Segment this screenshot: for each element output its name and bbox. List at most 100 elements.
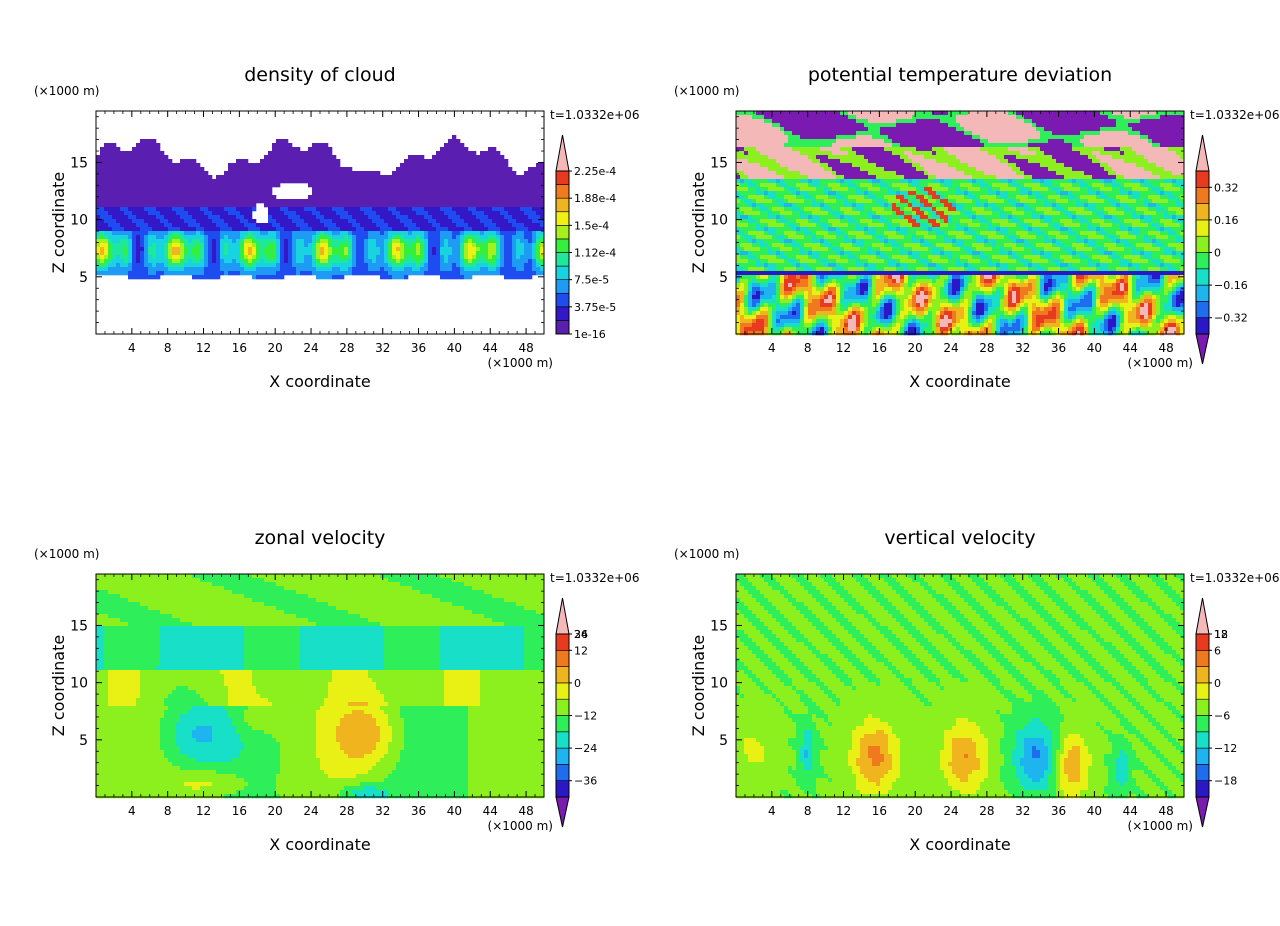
field-cell [308, 227, 313, 232]
field-cell [196, 259, 201, 264]
field-cell [860, 139, 865, 144]
field-cell [280, 143, 285, 148]
field-cell [476, 171, 481, 176]
field-cell [536, 203, 541, 208]
field-cell [496, 211, 501, 216]
field-cell [420, 259, 425, 264]
field-cell [268, 275, 273, 280]
field-cell [172, 231, 177, 236]
field-cell [240, 199, 245, 204]
field-cell [796, 127, 801, 132]
field-cell [988, 119, 993, 124]
field-cell [100, 223, 105, 228]
field-cell [132, 243, 137, 248]
field-cell [332, 259, 337, 264]
field-cell [904, 119, 909, 124]
field-cell [848, 115, 853, 120]
field-cell [308, 247, 313, 252]
field-cell [504, 191, 509, 196]
field-cell [172, 191, 177, 196]
field-cell [264, 199, 269, 204]
field-cell [856, 135, 861, 140]
field-cell [476, 247, 481, 252]
field-cell [308, 235, 313, 240]
field-cell [1148, 123, 1153, 128]
field-cell [480, 267, 485, 272]
field-cell [752, 159, 757, 164]
field-cell [960, 139, 965, 144]
field-cell [460, 263, 465, 268]
field-cell [1132, 135, 1137, 140]
field-cell [184, 203, 189, 208]
field-cell [100, 215, 105, 220]
field-cell [288, 159, 293, 164]
field-cell [364, 207, 369, 212]
field-cell [216, 275, 221, 280]
field-cell [480, 187, 485, 192]
field-cell [184, 195, 189, 200]
field-cell [952, 147, 957, 152]
field-cell [144, 175, 149, 180]
field-cell [504, 183, 509, 188]
field-cell [772, 143, 777, 148]
field-cell [1144, 135, 1149, 140]
field-cell [304, 263, 309, 268]
field-cell [424, 255, 429, 260]
field-cell [296, 179, 301, 184]
field-cell [520, 227, 525, 232]
field-cell [336, 259, 341, 264]
field-cell [496, 179, 501, 184]
field-cell [736, 143, 741, 148]
field-cell [460, 183, 465, 188]
field-cell [808, 135, 813, 140]
field-cell [400, 187, 405, 192]
field-cell [280, 151, 285, 156]
field-cell [256, 235, 261, 240]
field-cell [376, 179, 381, 184]
field-cell [1096, 147, 1101, 152]
field-cell [260, 263, 265, 268]
field-cell [336, 227, 341, 232]
field-cell [784, 119, 789, 124]
field-cell [1076, 115, 1081, 120]
field-cell [1000, 155, 1005, 160]
field-cell [968, 127, 973, 132]
field-cell [916, 155, 921, 160]
field-cell [100, 271, 105, 276]
field-cell [384, 267, 389, 272]
field-cell [136, 191, 141, 196]
field-cell [288, 215, 293, 220]
field-cell [240, 255, 245, 260]
field-cell [256, 255, 261, 260]
field-cell [380, 223, 385, 228]
field-cell [916, 115, 921, 120]
field-cell [232, 167, 237, 172]
field-cell [920, 147, 925, 152]
field-cell [824, 163, 829, 168]
field-cell [952, 123, 957, 128]
field-cell [532, 223, 537, 228]
field-cell [1012, 147, 1017, 152]
field-cell [1156, 155, 1161, 160]
field-cell [828, 131, 833, 136]
field-cell [128, 175, 133, 180]
field-cell [256, 191, 261, 196]
field-cell [336, 275, 341, 280]
field-cell [1048, 151, 1053, 156]
field-cell [280, 271, 285, 276]
field-cell [396, 219, 401, 224]
field-cell [120, 231, 125, 236]
field-cell [96, 223, 101, 228]
field-cell [248, 171, 253, 176]
field-cell [1068, 123, 1073, 128]
field-cell [384, 239, 389, 244]
field-cell [128, 271, 133, 276]
field-cell [384, 175, 389, 180]
field-cell [840, 135, 845, 140]
field-cell [460, 275, 465, 280]
field-cell [328, 231, 333, 236]
field-cell [260, 191, 265, 196]
field-cell [320, 195, 325, 200]
field-cell [404, 159, 409, 164]
field-cell [224, 171, 229, 176]
